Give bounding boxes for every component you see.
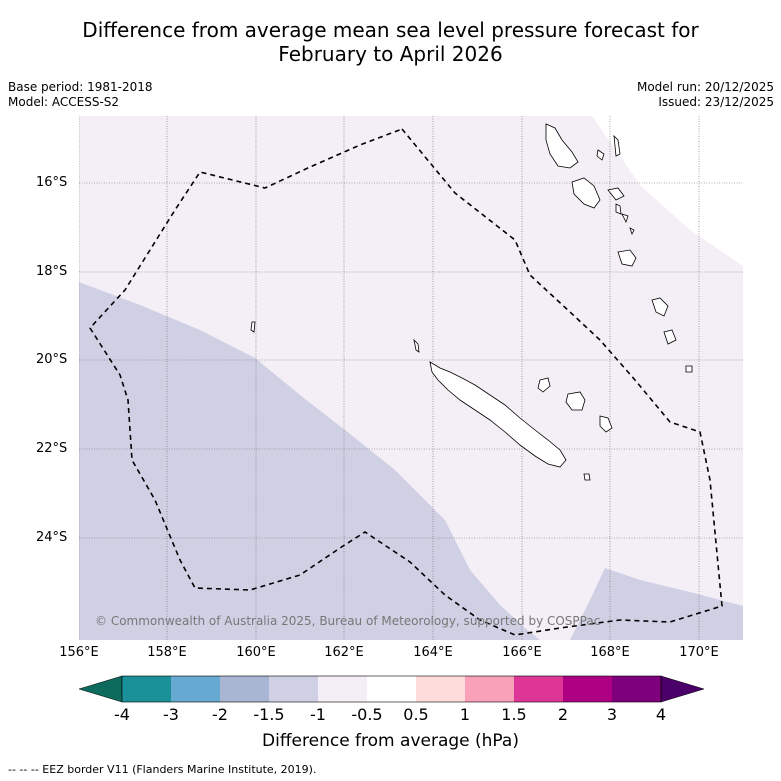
new-caledonia-island (429, 361, 567, 468)
vanuatu-island (663, 329, 677, 345)
map-area (79, 116, 743, 640)
base-period: Base period: 1981-2018 (8, 80, 153, 94)
meta-right: Model run: 20/12/2025 Issued: 23/12/2025 (637, 80, 774, 110)
vanuatu-island (613, 134, 621, 157)
eez-border (88, 128, 723, 636)
colorbar-bin (612, 676, 661, 702)
lon-label-170e: 170°E (679, 645, 719, 660)
colorbar-bin (171, 676, 220, 702)
vanuatu-island (615, 203, 622, 215)
island (599, 415, 613, 433)
model-run: Model run: 20/12/2025 (636, 80, 774, 94)
colorbar-bin (465, 676, 514, 702)
copyright-notice: © Commonwealth of Australia 2025, Bureau… (95, 614, 601, 628)
colorbar-tick: 1.5 (501, 705, 527, 724)
colorbar-bin (318, 676, 367, 702)
colorbar-bin (122, 676, 171, 702)
vanuatu-island (607, 187, 625, 201)
colorbar-frame (121, 675, 662, 703)
vanuatu-island (621, 213, 629, 224)
meta-left: Base period: 1981-2018 Model: ACCESS-S2 (8, 80, 153, 110)
colorbar-bin (269, 676, 318, 702)
vanuatu-island (617, 249, 637, 267)
colorbar-tick: -2 (212, 705, 228, 724)
chart-title-line-2: February to April 2026 (278, 42, 503, 66)
colorbar-tick: 4 (655, 705, 667, 724)
colorbar-tick: -3 (163, 705, 179, 724)
colorbar-tick: -1 (310, 705, 326, 724)
vanuatu-island (685, 365, 693, 373)
colorbar-bin (367, 676, 416, 702)
vanuatu-island (545, 123, 579, 169)
lon-label-164e: 164°E (413, 645, 453, 660)
colorbar-tick: -1.5 (253, 705, 285, 724)
colorbar-bin (563, 676, 612, 702)
vanuatu-island (651, 297, 669, 317)
lat-label-20s: 20°S (36, 352, 68, 367)
island (565, 391, 586, 411)
lon-label-162e: 162°E (324, 645, 364, 660)
colorbar-tick: -4 (114, 705, 130, 724)
island (537, 377, 551, 393)
colorbar-bin (514, 676, 563, 702)
lat-label-24s: 24°S (36, 530, 68, 545)
anomaly-field-white (592, 116, 743, 266)
colorbar-tick: 0.5 (403, 705, 429, 724)
lon-label-160e: 160°E (236, 645, 276, 660)
lat-label-16s: 16°S (36, 175, 68, 190)
anomaly-field-darker-se (570, 568, 743, 640)
colorbar-arrow-high (660, 675, 705, 703)
colorbar-arrow-low (78, 675, 123, 703)
lon-label-168e: 168°E (590, 645, 630, 660)
lat-label-22s: 22°S (36, 441, 68, 456)
eez-legend: -- -- -- EEZ border V11 (Flanders Marine… (8, 763, 317, 776)
colorbar-tick: 3 (606, 705, 618, 724)
island (583, 473, 591, 481)
model-name: Model: ACCESS-S2 (8, 95, 120, 109)
colorbar (78, 675, 705, 703)
colorbar-bin (416, 676, 465, 702)
colorbar-tick: 2 (557, 705, 569, 724)
lat-label-18s: 18°S (36, 264, 68, 279)
vanuatu-island (596, 149, 605, 161)
lon-label-156e: 156°E (59, 645, 99, 660)
colorbar-label: Difference from average (hPa) (262, 731, 519, 751)
colorbar-bin (220, 676, 269, 702)
vanuatu-island (571, 177, 601, 209)
colorbar-tick: -0.5 (351, 705, 383, 724)
issued-date: Issued: 23/12/2025 (658, 95, 774, 109)
lon-label-166e: 166°E (502, 645, 542, 660)
anomaly-field-darker-sw (79, 282, 540, 640)
island (413, 338, 420, 353)
chart-title: Difference from average mean sea level p… (0, 18, 781, 66)
lon-label-158e: 158°E (147, 645, 187, 660)
colorbar-tick: 1 (459, 705, 471, 724)
chart-title-line-1: Difference from average mean sea level p… (82, 18, 699, 42)
vanuatu-island (629, 227, 635, 236)
island (250, 321, 256, 333)
gridlines (79, 116, 743, 640)
